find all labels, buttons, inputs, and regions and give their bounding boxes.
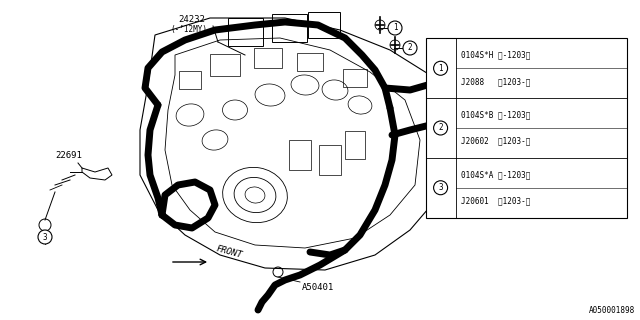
Text: FRONT: FRONT bbox=[215, 244, 243, 260]
Text: A50401: A50401 bbox=[302, 283, 334, 292]
Text: 3: 3 bbox=[438, 183, 443, 192]
Text: 1: 1 bbox=[438, 64, 443, 73]
Circle shape bbox=[434, 181, 447, 195]
Text: J20601  ＜1203-＞: J20601 ＜1203-＞ bbox=[461, 196, 530, 205]
Text: 3: 3 bbox=[43, 233, 47, 242]
Circle shape bbox=[434, 121, 447, 135]
Text: A050001898: A050001898 bbox=[589, 306, 635, 315]
Text: (-’12MY): (-’12MY) bbox=[170, 25, 207, 34]
Text: 0104S*B ＜-1203＞: 0104S*B ＜-1203＞ bbox=[461, 110, 530, 119]
Circle shape bbox=[38, 230, 52, 244]
FancyBboxPatch shape bbox=[426, 38, 627, 218]
Text: 24232: 24232 bbox=[178, 15, 205, 24]
Text: J20602  ＜1203-＞: J20602 ＜1203-＞ bbox=[461, 137, 530, 146]
Text: 24020: 24020 bbox=[468, 133, 495, 142]
Text: 22691: 22691 bbox=[55, 151, 82, 160]
Text: 2: 2 bbox=[408, 44, 412, 52]
Text: 0104S*H ＜-1203＞: 0104S*H ＜-1203＞ bbox=[461, 51, 530, 60]
Text: 1: 1 bbox=[393, 23, 397, 33]
Text: 2: 2 bbox=[438, 124, 443, 132]
Circle shape bbox=[434, 61, 447, 75]
Text: J2088   ＜1203-＞: J2088 ＜1203-＞ bbox=[461, 77, 530, 86]
Circle shape bbox=[388, 21, 402, 35]
Text: 0104S*A ＜-1203＞: 0104S*A ＜-1203＞ bbox=[461, 170, 530, 179]
FancyBboxPatch shape bbox=[455, 68, 497, 123]
Circle shape bbox=[403, 41, 417, 55]
